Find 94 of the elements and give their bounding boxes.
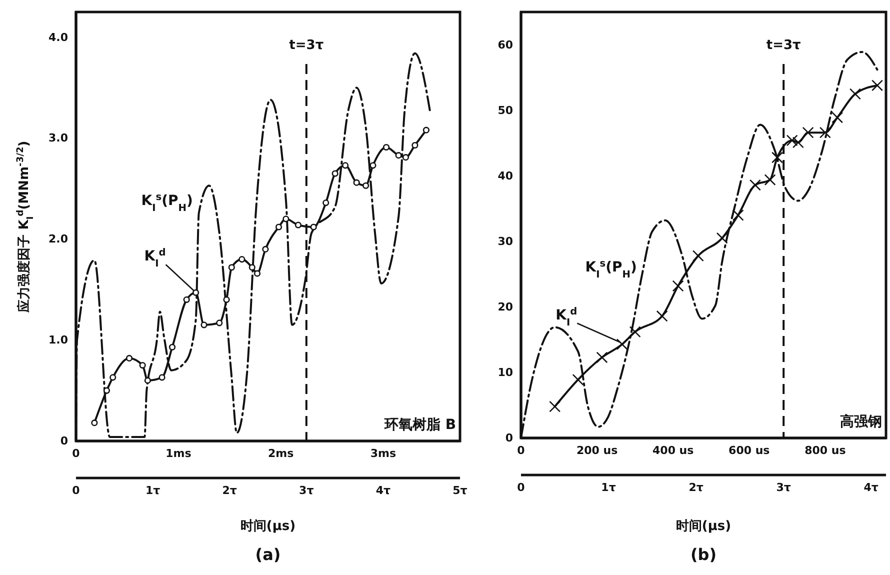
point <box>732 209 744 221</box>
point <box>223 296 230 303</box>
point <box>168 344 176 350</box>
x2-tick-label: 0 <box>517 480 526 494</box>
point <box>126 354 133 362</box>
x-axis-title: 时间(μs) <box>676 519 732 534</box>
point <box>596 352 608 364</box>
series-label: K$_{I}$$^{s}$(P$_{H}$) <box>141 191 193 214</box>
x-tick-label: 400 us <box>652 444 694 457</box>
x-axis-title: 时间(μs) <box>240 519 296 534</box>
x-tick-label: 2ms <box>268 446 294 460</box>
point <box>200 322 208 328</box>
y-tick-label: 40 <box>498 169 514 182</box>
x2-tick-label: 3τ <box>776 480 791 494</box>
point <box>786 134 798 146</box>
point <box>282 216 290 222</box>
y-tick-label: 0 <box>505 432 514 445</box>
point <box>792 136 804 148</box>
point <box>332 170 338 177</box>
y-tick-label: 50 <box>498 104 514 117</box>
x2-tick-label: 2τ <box>688 480 704 494</box>
x-tick-label: 1ms <box>166 446 192 460</box>
point <box>158 374 166 381</box>
point <box>248 264 256 271</box>
point <box>629 326 641 338</box>
point <box>144 377 151 384</box>
x-tick-label: 0 <box>72 446 80 460</box>
point <box>672 280 684 292</box>
point <box>716 232 728 244</box>
point <box>749 179 761 191</box>
x2-tick-label: 0 <box>72 484 80 497</box>
y-tick-label: 0 <box>60 434 68 448</box>
y-tick-label: 2.0 <box>48 232 68 246</box>
point <box>216 320 223 326</box>
x-tick-label: 800 us <box>804 444 846 457</box>
x2-tick-label: 1τ <box>145 484 160 497</box>
series-label: K$_{I}$$^{s}$(P$_{H}$) <box>585 258 637 280</box>
point <box>819 126 831 138</box>
point <box>764 174 776 186</box>
x2-tick-label: 4τ <box>376 484 391 497</box>
point <box>322 199 330 206</box>
point <box>110 374 116 381</box>
point <box>849 88 861 100</box>
annotation: 环氧树脂 B <box>383 417 456 433</box>
point <box>692 250 704 262</box>
point <box>802 126 814 138</box>
point <box>402 154 410 161</box>
x-tick-label: 200 us <box>576 444 618 457</box>
point <box>238 256 246 263</box>
x2-tick-label: 5τ <box>452 484 468 497</box>
point <box>616 338 628 350</box>
point <box>103 387 110 394</box>
point <box>395 152 402 159</box>
point <box>871 80 884 92</box>
y-tick-label: 20 <box>498 300 514 314</box>
point <box>382 144 390 151</box>
point <box>362 182 370 189</box>
point <box>294 222 302 228</box>
point <box>342 162 349 169</box>
point <box>832 112 844 124</box>
x2-tick-label: 3τ <box>299 484 314 497</box>
point <box>183 296 190 303</box>
point <box>192 289 200 296</box>
y-tick-label: 30 <box>498 234 514 248</box>
point <box>254 270 261 277</box>
point <box>275 224 282 230</box>
x2-tick-label: 1τ <box>601 480 616 494</box>
x2-tick-label: 4τ <box>864 480 878 494</box>
x-tick-label: 600 us <box>728 444 770 457</box>
ref-line-label: t=3τ <box>289 38 324 53</box>
point <box>370 162 376 169</box>
point <box>228 264 235 271</box>
y-tick-label: 10 <box>498 366 514 379</box>
point <box>262 246 269 253</box>
y-tick-label: 60 <box>498 38 514 52</box>
text: (a) <box>255 545 281 564</box>
y-tick-label: 3.0 <box>48 132 68 145</box>
text: (b) <box>690 545 717 564</box>
x2-tick-label: 2τ <box>222 484 237 497</box>
point <box>139 362 146 369</box>
point <box>310 224 317 230</box>
point <box>353 179 360 186</box>
annotation: 高强钢 <box>840 413 882 430</box>
point <box>549 400 561 412</box>
y-tick-label: 1.0 <box>48 334 68 347</box>
point <box>412 142 418 149</box>
y-tick-label: 4.0 <box>48 30 68 44</box>
ref-line-label: t=3τ <box>766 38 801 53</box>
point <box>771 152 784 164</box>
point <box>656 310 668 322</box>
x-tick-label: 0 <box>517 444 526 457</box>
point <box>91 420 98 426</box>
point <box>422 126 430 134</box>
x-tick-label: 3ms <box>370 446 396 460</box>
